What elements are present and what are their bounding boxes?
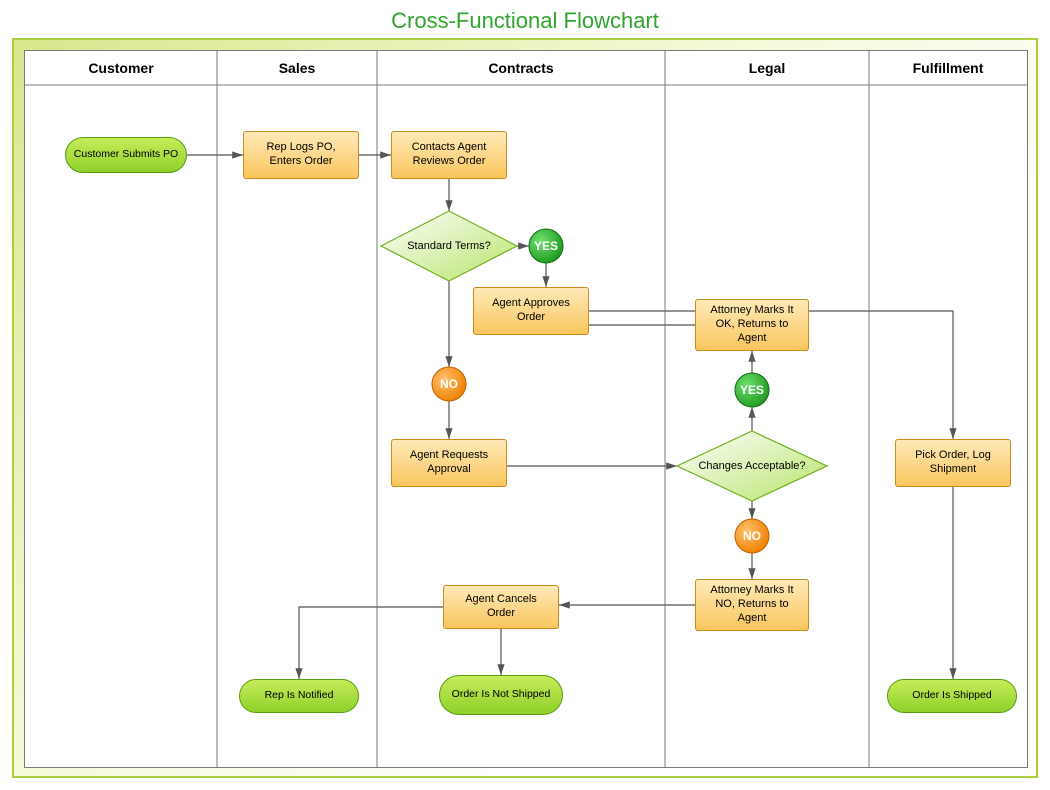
lane-header-legal: Legal	[665, 51, 869, 85]
node-replogs: Rep Logs PO, Enters Order	[243, 131, 359, 179]
node-attok: Attorney Marks It OK, Returns to Agent	[695, 299, 809, 351]
node-reviews: Contacts Agent Reviews Order	[391, 131, 507, 179]
node-notshipped: Order Is Not Shipped	[439, 675, 563, 715]
page-title: Cross-Functional Flowchart	[0, 0, 1050, 38]
node-requests: Agent Requests Approval	[391, 439, 507, 487]
node-start: Customer Submits PO	[65, 137, 187, 173]
flowchart-canvas: CustomerSalesContractsLegalFulfillment Cu…	[24, 50, 1028, 768]
lane-header-contracts: Contracts	[377, 51, 665, 85]
node-attno: Attorney Marks It NO, Returns to Agent	[695, 579, 809, 631]
node-shipped: Order Is Shipped	[887, 679, 1017, 713]
node-repnotified: Rep Is Notified	[239, 679, 359, 713]
node-approves: Agent Approves Order	[473, 287, 589, 335]
lane-header-sales: Sales	[217, 51, 377, 85]
node-cancels: Agent Cancels Order	[443, 585, 559, 629]
node-pickorder: Pick Order, Log Shipment	[895, 439, 1011, 487]
gradient-frame: CustomerSalesContractsLegalFulfillment Cu…	[12, 38, 1038, 778]
lane-header-fulfillment: Fulfillment	[869, 51, 1027, 85]
lane-header-customer: Customer	[25, 51, 217, 85]
